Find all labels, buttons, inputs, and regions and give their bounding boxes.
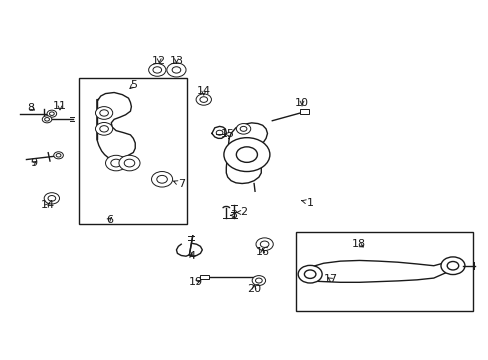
Circle shape (196, 94, 211, 105)
Circle shape (236, 123, 250, 134)
Text: 14: 14 (196, 86, 210, 96)
Text: 19: 19 (188, 277, 202, 287)
Text: 12: 12 (152, 56, 166, 66)
Circle shape (153, 67, 161, 73)
Circle shape (48, 195, 56, 201)
Text: 1: 1 (301, 198, 313, 208)
Circle shape (95, 122, 112, 135)
Circle shape (56, 154, 61, 157)
Bar (200, 275, 208, 279)
Bar (300, 109, 308, 114)
Text: 15: 15 (220, 129, 234, 139)
Circle shape (298, 265, 322, 283)
Circle shape (447, 261, 458, 270)
Circle shape (95, 107, 112, 119)
Text: 18: 18 (351, 239, 365, 249)
Circle shape (304, 270, 315, 278)
Text: 16: 16 (255, 247, 269, 257)
Circle shape (157, 175, 167, 183)
Circle shape (105, 155, 126, 171)
Circle shape (260, 241, 268, 247)
Circle shape (252, 276, 265, 285)
Circle shape (166, 63, 185, 77)
Text: 13: 13 (169, 56, 183, 66)
Text: 3: 3 (229, 210, 237, 220)
Circle shape (54, 152, 63, 159)
Circle shape (44, 193, 60, 204)
Circle shape (100, 110, 108, 116)
Circle shape (172, 67, 181, 73)
Circle shape (224, 138, 269, 171)
Bar (296, 232, 471, 311)
Text: 20: 20 (246, 284, 261, 294)
Circle shape (42, 116, 52, 123)
Text: 11: 11 (53, 101, 67, 111)
Text: 2: 2 (236, 207, 246, 217)
Circle shape (200, 97, 207, 102)
Text: 7: 7 (173, 179, 184, 189)
Circle shape (44, 118, 49, 121)
Circle shape (47, 110, 57, 117)
Circle shape (240, 126, 246, 131)
Bar (79, 78, 186, 224)
Circle shape (148, 64, 165, 76)
Circle shape (236, 147, 257, 162)
Text: 10: 10 (294, 98, 308, 108)
Text: 5: 5 (129, 80, 137, 90)
Text: 6: 6 (105, 215, 113, 225)
Text: 14: 14 (41, 200, 55, 210)
Text: 8: 8 (28, 103, 35, 113)
Circle shape (124, 159, 135, 167)
Circle shape (119, 155, 140, 171)
Circle shape (49, 112, 54, 116)
Text: 17: 17 (323, 274, 337, 284)
Circle shape (111, 159, 121, 167)
Circle shape (151, 171, 172, 187)
Text: 4: 4 (188, 251, 195, 261)
Circle shape (256, 238, 273, 251)
Circle shape (100, 126, 108, 132)
Text: 9: 9 (30, 158, 37, 168)
Circle shape (440, 257, 464, 275)
Circle shape (255, 278, 262, 283)
